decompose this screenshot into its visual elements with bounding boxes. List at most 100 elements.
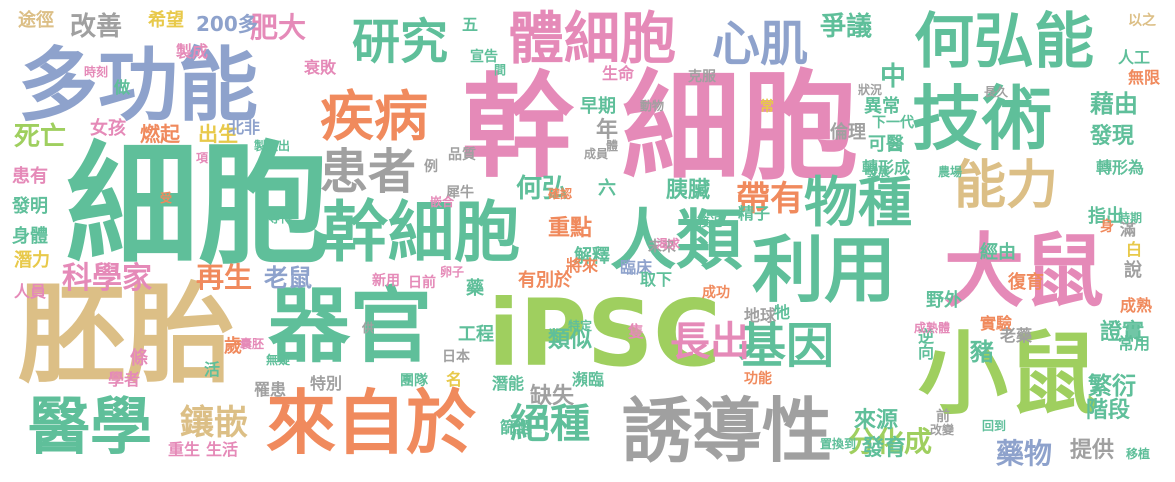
cloud-word: 長久 xyxy=(984,85,1009,99)
cloud-word: 工程 xyxy=(458,324,494,345)
cloud-word: 常用 xyxy=(1118,334,1151,353)
cloud-word: 間 xyxy=(494,63,507,77)
cloud-word: 誘導性 xyxy=(622,390,832,472)
cloud-word: 利用 xyxy=(752,228,897,312)
cloud-word: 絕種 xyxy=(510,401,590,447)
cloud-word: 前 xyxy=(936,409,950,425)
cloud-word: 體 xyxy=(606,139,619,153)
cloud-word: 異常 xyxy=(864,96,900,117)
cloud-word: 重生 xyxy=(168,440,201,459)
cloud-word: 復育 xyxy=(1008,272,1044,293)
cloud-word: 成熟體 xyxy=(914,321,951,335)
cloud-word: 缺失 xyxy=(530,384,575,409)
cloud-word: 鑲嵌 xyxy=(180,403,248,443)
cloud-word: 動物 xyxy=(640,99,665,113)
cloud-word: 可醫 xyxy=(868,134,904,155)
cloud-word: 回到 xyxy=(982,419,1007,433)
cloud-word: 證實 xyxy=(1100,320,1145,345)
cloud-word: 日本 xyxy=(442,349,470,365)
cloud-word: 實驗 xyxy=(980,314,1013,333)
cloud-word: 犀牛 xyxy=(446,185,474,201)
cloud-word: 野外 xyxy=(926,290,962,311)
cloud-word: 新用 xyxy=(372,273,400,289)
cloud-word: 長出 xyxy=(670,319,750,365)
cloud-word: 肥大 xyxy=(250,11,307,44)
cloud-word: 潛力 xyxy=(14,250,50,271)
cloud-word: 接近 xyxy=(698,215,723,229)
cloud-word: 繁衍 xyxy=(1088,372,1136,400)
cloud-word: 年 xyxy=(596,118,619,143)
cloud-word: 人工 xyxy=(1118,48,1151,67)
cloud-word: 臨床 xyxy=(620,258,653,277)
cloud-word: 供 xyxy=(362,321,375,335)
cloud-word: 衰敗 xyxy=(304,58,337,77)
cloud-word: 體細胞 xyxy=(508,7,676,72)
cloud-word: 藥物 xyxy=(996,437,1053,470)
cloud-word: 時期 xyxy=(1118,211,1143,225)
cloud-word: 做 xyxy=(114,78,131,97)
cloud-word: 何弘能 xyxy=(914,7,1094,77)
cloud-word: 燃起 xyxy=(140,122,180,146)
cloud-word: 無限 xyxy=(1128,68,1161,87)
cloud-word: 爭議 xyxy=(820,12,873,42)
cloud-word: 多功能 xyxy=(18,39,258,132)
cloud-word: 幹細胞 xyxy=(322,194,520,271)
cloud-word: 來自於 xyxy=(266,382,476,464)
cloud-word: 潛能 xyxy=(492,374,525,393)
cloud-word: 途徑 xyxy=(18,10,54,31)
cloud-word: 罹患 xyxy=(254,380,287,399)
cloud-word: 老藥 xyxy=(1000,326,1033,345)
cloud-word: 地球 xyxy=(744,306,777,325)
cloud-word: 功能 xyxy=(744,371,772,387)
cloud-word: 提供 xyxy=(1070,438,1115,463)
cloud-word: 器官 xyxy=(268,279,433,374)
cloud-word: 何弘 xyxy=(516,174,569,204)
cloud-word: 希望 xyxy=(148,10,184,31)
cloud-word: 患者 xyxy=(320,144,417,200)
cloud-word: 經由 xyxy=(980,242,1016,263)
cloud-word: 活 xyxy=(204,360,221,379)
cloud-word: 囊胚 xyxy=(240,337,265,351)
cloud-word: 生活 xyxy=(206,440,239,459)
cloud-word: 嵌合 xyxy=(430,195,455,209)
cloud-word: 藥 xyxy=(463,278,484,296)
cloud-word: 宣告 xyxy=(470,49,498,65)
cloud-word: 常 xyxy=(760,99,774,115)
cloud-word: 分化成 xyxy=(848,425,933,458)
cloud-word: 改變 xyxy=(930,423,955,437)
cloud-word: 無疑 xyxy=(266,353,291,367)
cloud-word: 中 xyxy=(880,62,907,92)
cloud-word: 早期 xyxy=(580,96,616,117)
cloud-word: 醫學 xyxy=(28,390,153,463)
cloud-word: 豬 xyxy=(970,338,994,366)
cloud-word: 大鼠 xyxy=(944,225,1104,318)
cloud-word: 細胞 xyxy=(66,129,330,283)
cloud-word: 成功 xyxy=(702,285,730,301)
cloud-word: 細胞 xyxy=(622,58,859,196)
cloud-word: 團隊 xyxy=(400,373,428,389)
cloud-word: 隻 xyxy=(628,322,645,341)
cloud-word: 品質 xyxy=(448,147,476,163)
cloud-word: 名 xyxy=(446,370,463,389)
cloud-word: 轉形成 xyxy=(862,158,911,177)
cloud-word: 篩選 xyxy=(500,418,533,437)
cloud-word: 說 xyxy=(1124,260,1142,281)
cloud-word: 發現 xyxy=(1090,124,1135,149)
cloud-word: 製造出 xyxy=(254,139,291,153)
cloud-word: 卵子 xyxy=(440,265,465,279)
cloud-word: 藉由 xyxy=(1090,90,1138,118)
cloud-word: 能力 xyxy=(954,156,1059,216)
cloud-word: 200多 xyxy=(196,12,258,36)
cloud-word: 科學家 xyxy=(62,261,152,296)
cloud-word: 狀況 xyxy=(858,83,883,97)
cloud-word: 類似 xyxy=(548,328,593,353)
cloud-word: 物種 xyxy=(804,171,912,234)
cloud-word: 取下 xyxy=(640,270,673,289)
cloud-word: 患有 xyxy=(12,166,48,187)
cloud-word: 等待 xyxy=(268,211,293,225)
cloud-word: 六 xyxy=(598,178,616,199)
cloud-word: 老鼠 xyxy=(264,264,312,292)
cloud-word: 倫理 xyxy=(830,122,866,143)
cloud-word: 發明 xyxy=(12,196,48,217)
